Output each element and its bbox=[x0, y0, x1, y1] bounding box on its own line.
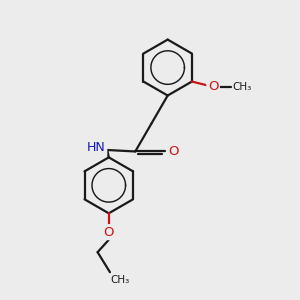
Text: O: O bbox=[103, 226, 114, 239]
Text: CH₃: CH₃ bbox=[110, 274, 130, 284]
Text: CH₃: CH₃ bbox=[233, 82, 252, 92]
Text: O: O bbox=[168, 145, 179, 158]
Text: O: O bbox=[208, 80, 218, 93]
Text: HN: HN bbox=[87, 141, 106, 154]
